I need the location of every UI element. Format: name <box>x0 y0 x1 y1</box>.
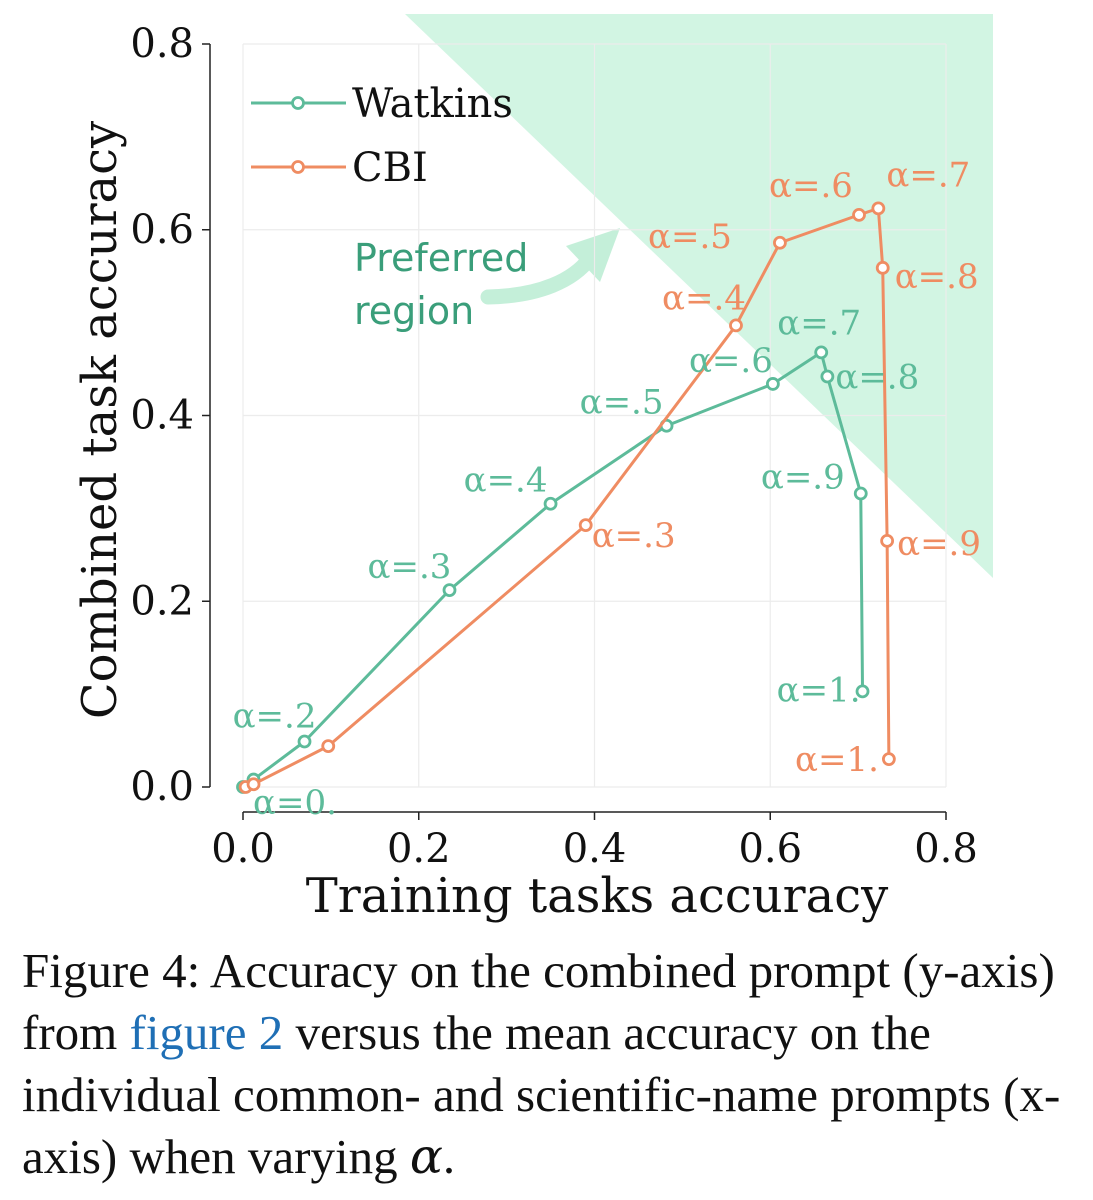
cbi-legend-label: CBI <box>352 145 428 191</box>
watkins-point <box>297 734 312 749</box>
watkins-point <box>855 684 870 699</box>
watkins-point-label: α=.3 <box>368 547 452 587</box>
watkins-point <box>814 345 829 360</box>
cbi-legend-marker <box>291 160 305 174</box>
cbi-point <box>246 777 261 792</box>
region-label-line-1: Preferred <box>354 236 528 280</box>
cbi-point-label: α=.4 <box>662 278 746 318</box>
y-tick-label: 0.0 <box>130 764 194 810</box>
cbi-point-label: α=.5 <box>648 217 732 257</box>
axes: 0.0 0.2 0.4 0.6 0.8 0.0 0.2 0.4 0.6 0.8 <box>130 21 977 872</box>
watkins-point-label: α=.4 <box>464 461 548 501</box>
cbi-point <box>881 752 896 767</box>
x-axis-title: Training tasks accuracy <box>306 868 888 924</box>
watkins-point-label: α=1. <box>777 670 861 710</box>
caption-suffix: . <box>442 1129 456 1184</box>
watkins-line <box>242 350 865 789</box>
watkins-point-label: α=.9 <box>761 458 845 498</box>
cbi-point <box>880 533 895 548</box>
x-tick-label: 0.4 <box>563 826 627 872</box>
y-tick-label: 0.2 <box>130 578 194 624</box>
region-arrow-head <box>566 228 620 282</box>
watkins-point-label: α=0. <box>253 783 337 823</box>
cbi-point <box>729 318 743 333</box>
watkins-legend-marker <box>291 96 305 110</box>
x-tick-label: 0.8 <box>914 826 978 872</box>
watkins-point <box>543 496 558 511</box>
watkins-point <box>820 369 835 384</box>
x-tick-label: 0.0 <box>211 826 275 872</box>
accuracy-chart: 0.0 0.2 0.4 0.6 0.8 0.0 0.2 0.4 0.6 0.8 α=0. α=.2 α… <box>72 14 993 924</box>
grid-lines <box>242 43 947 788</box>
caption-middle: versus the mean accuracy on the individu… <box>22 1005 1061 1184</box>
cbi-point <box>871 201 886 216</box>
alpha-symbol: α <box>409 1128 443 1185</box>
watkins-point-label: α=.6 <box>689 341 773 381</box>
x-tick-label: 0.2 <box>387 826 451 872</box>
caption-prefix: Figure 4: Accuracy on the combined promp… <box>22 943 1055 1060</box>
point-labels: α=0.α=.2α=.3α=.4α=.5α=.6α=.7α=.8α=.9α=1.… <box>233 155 981 823</box>
cbi-point-label: α=.3 <box>592 516 676 556</box>
watkins-point-label: α=.5 <box>580 383 664 423</box>
y-axis-title: Combined task accuracy <box>72 121 128 719</box>
cbi-point <box>852 207 866 222</box>
watkins-legend-label: Watkins <box>352 81 513 127</box>
watkins-point <box>442 583 457 598</box>
watkins-point-label: α=.8 <box>835 357 919 397</box>
cbi-point-label: α=.8 <box>895 257 979 297</box>
cbi-point <box>773 235 787 250</box>
region-label-line-2: region <box>354 289 474 333</box>
data-series <box>236 201 896 794</box>
y-tick-label: 0.4 <box>130 393 194 439</box>
y-tick-label: 0.6 <box>130 207 194 253</box>
cbi-point-label: α=.6 <box>769 166 853 206</box>
cbi-point <box>875 260 890 275</box>
cbi-point-label: α=.7 <box>886 155 970 195</box>
watkins-point <box>853 486 868 501</box>
cbi-point-label: α=.9 <box>897 524 981 564</box>
cbi-point <box>578 518 593 532</box>
figure-caption: Figure 4: Accuracy on the combined promp… <box>22 940 1072 1188</box>
watkins-point-label: α=.2 <box>233 696 317 736</box>
y-tick-label: 0.8 <box>130 21 194 67</box>
watkins-point-label: α=.7 <box>777 303 861 343</box>
figure-2-link[interactable]: figure 2 <box>129 1005 284 1060</box>
legend: Watkins CBI <box>251 81 513 191</box>
x-tick-label: 0.6 <box>738 826 802 872</box>
cbi-point <box>321 739 336 754</box>
cbi-point-label: α=1. <box>795 740 879 780</box>
watkins-point <box>765 377 780 391</box>
